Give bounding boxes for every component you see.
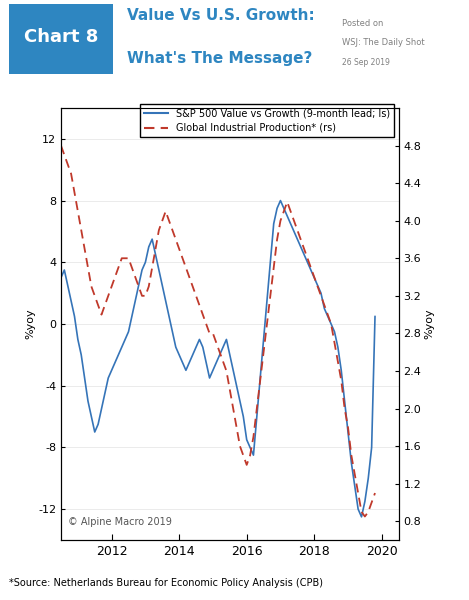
Text: Posted on: Posted on — [342, 19, 384, 28]
Text: Chart 8: Chart 8 — [24, 28, 98, 46]
Text: Value Vs U.S. Growth:: Value Vs U.S. Growth: — [127, 8, 314, 23]
Text: 26 Sep 2019: 26 Sep 2019 — [342, 58, 390, 67]
Text: *Source: Netherlands Bureau for Economic Policy Analysis (CPB): *Source: Netherlands Bureau for Economic… — [9, 578, 324, 588]
Text: WSJ: The Daily Shot: WSJ: The Daily Shot — [342, 38, 425, 47]
Text: What's The Message?: What's The Message? — [127, 51, 312, 66]
Y-axis label: %yoy: %yoy — [25, 308, 35, 340]
Legend: S&P 500 Value vs Growth (9-month lead; ls), Global Industrial Production* (rs): S&P 500 Value vs Growth (9-month lead; l… — [140, 104, 394, 137]
FancyBboxPatch shape — [9, 4, 113, 74]
Text: © Alpine Macro 2019: © Alpine Macro 2019 — [68, 517, 172, 527]
Y-axis label: %yoy: %yoy — [424, 308, 434, 340]
